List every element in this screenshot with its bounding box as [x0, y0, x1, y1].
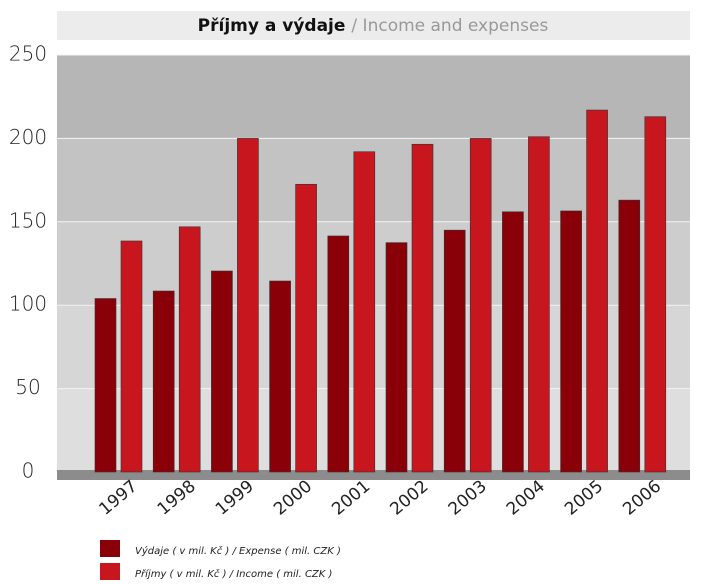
x-tick-label: 1997 — [96, 476, 142, 519]
x-tick-label: 2000 — [270, 476, 316, 519]
x-tick-label: 1999 — [212, 476, 258, 519]
y-tick-label: 150 — [9, 208, 47, 232]
title-bar — [57, 11, 690, 40]
bar — [560, 210, 582, 473]
bar — [327, 235, 350, 473]
legend-label: Příjmy ( v mil. Kč ) / Income ( mil. CZK… — [135, 568, 332, 580]
y-tick-label: 100 — [9, 292, 47, 316]
title-en: / Income and expenses — [351, 16, 548, 36]
y-tick-label: 200 — [9, 125, 47, 149]
bar — [94, 298, 117, 473]
bar — [443, 229, 466, 473]
bar — [295, 183, 317, 473]
x-tick-label: 1998 — [154, 476, 200, 519]
bar — [644, 116, 667, 473]
x-tick-label: 2001 — [328, 476, 374, 519]
bar — [211, 270, 233, 473]
bar — [237, 138, 259, 473]
x-tick-label: 2004 — [503, 476, 549, 519]
bar — [178, 226, 201, 473]
y-tick-label: 0 — [22, 459, 35, 483]
chart-title: Příjmy a výdaje / Income and expenses — [198, 16, 549, 36]
bar — [586, 109, 608, 473]
bar — [469, 138, 492, 473]
y-tick-label: 250 — [9, 42, 47, 66]
bar — [353, 151, 376, 473]
baseline — [57, 470, 690, 480]
x-tick-label: 2003 — [445, 476, 491, 519]
bar — [502, 211, 524, 473]
y-tick-label: 50 — [15, 375, 40, 399]
legend-label: Výdaje ( v mil. Kč ) / Expense ( mil. CZ… — [135, 545, 341, 557]
bar — [152, 290, 175, 473]
x-tick-label: 2002 — [387, 476, 433, 519]
band — [57, 55, 690, 139]
bar — [385, 242, 408, 473]
legend-swatch — [100, 563, 120, 580]
bar — [528, 136, 550, 473]
x-tick-label: 2006 — [619, 476, 665, 519]
x-tick-label: 2005 — [561, 476, 607, 519]
title-cz: Příjmy a výdaje — [198, 16, 346, 36]
bar — [269, 280, 291, 473]
bar — [618, 199, 641, 473]
bar — [120, 240, 143, 473]
bar — [411, 143, 434, 473]
legend-swatch — [100, 540, 120, 557]
